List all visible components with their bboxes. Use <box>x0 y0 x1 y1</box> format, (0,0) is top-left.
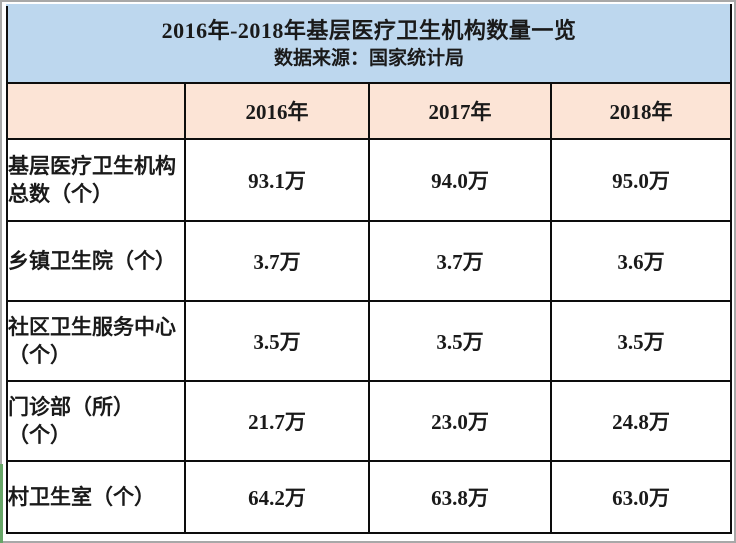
cell-value: 23.0万 <box>368 380 552 462</box>
cell-value: 93.1万 <box>184 138 370 222</box>
cell-value: 24.8万 <box>549 380 733 462</box>
cell-value: 63.0万 <box>549 460 733 534</box>
column-header-2018: 2018年 <box>549 82 733 140</box>
table-subtitle: 数据来源：国家统计局 <box>274 48 465 69</box>
row-label: 乡镇卫生院（个） <box>6 220 186 302</box>
column-header-2017: 2017年 <box>368 82 552 140</box>
title-cell: 2016年-2018年基层医疗卫生机构数量一览 数据来源：国家统计局 <box>5 4 733 84</box>
row-label: 村卫生室（个） <box>6 460 186 534</box>
cell-value: 3.5万 <box>368 300 552 382</box>
title-band: 2016年-2018年基层医疗卫生机构数量一览 数据来源：国家统计局 <box>5 4 733 84</box>
cell-value: 94.0万 <box>368 138 552 222</box>
row-label: 基层医疗卫生机构 总数（个） <box>6 138 186 222</box>
cell-value: 3.5万 <box>184 300 370 382</box>
table-row: 村卫生室（个） 64.2万 63.8万 63.0万 <box>6 460 733 534</box>
column-header-2016: 2016年 <box>184 82 370 140</box>
edge-artifact-green <box>0 464 3 543</box>
cell-value: 63.8万 <box>368 460 552 534</box>
table-row: 门诊部（所） （个） 21.7万 23.0万 24.8万 <box>6 380 733 462</box>
cell-value: 3.7万 <box>184 220 370 302</box>
row-label: 社区卫生服务中心 （个） <box>6 300 186 382</box>
stats-table: 2016年-2018年基层医疗卫生机构数量一览 数据来源：国家统计局 2016年… <box>5 4 733 534</box>
table-row: 基层医疗卫生机构 总数（个） 93.1万 94.0万 95.0万 <box>6 138 733 222</box>
row-label: 门诊部（所） （个） <box>6 380 186 462</box>
table-row: 社区卫生服务中心 （个） 3.5万 3.5万 3.5万 <box>6 300 733 382</box>
cell-value: 3.6万 <box>549 220 733 302</box>
cell-value: 64.2万 <box>184 460 370 534</box>
table-row: 乡镇卫生院（个） 3.7万 3.7万 3.6万 <box>6 220 733 302</box>
cell-value: 3.7万 <box>368 220 552 302</box>
column-header-empty <box>6 82 186 140</box>
cell-value: 21.7万 <box>184 380 370 462</box>
column-header-row: 2016年 2017年 2018年 <box>6 82 733 140</box>
cell-value: 95.0万 <box>549 138 733 222</box>
cell-value: 3.5万 <box>549 300 733 382</box>
table-title: 2016年-2018年基层医疗卫生机构数量一览 <box>161 18 577 43</box>
